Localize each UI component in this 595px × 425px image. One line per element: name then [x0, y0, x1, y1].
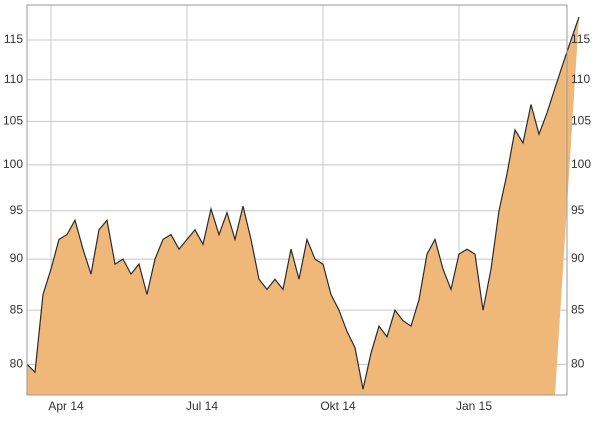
- y-tick-label: 90: [10, 251, 24, 265]
- price-line: [26, 16, 580, 390]
- x-tick-label: Apr 14: [48, 399, 84, 413]
- y-tick-label-right: 85: [571, 302, 585, 316]
- y-tick-label: 95: [10, 203, 24, 217]
- x-tick-label: Jul 14: [186, 399, 218, 413]
- y-tick-label: 80: [10, 356, 24, 370]
- plot-border: [26, 4, 568, 396]
- y-tick-label-right: 115: [571, 32, 590, 46]
- y-tick-label: 85: [10, 302, 24, 316]
- y-tick-label: 115: [4, 32, 23, 46]
- y-tick-label: 100: [3, 157, 23, 171]
- y-tick-label: 105: [3, 114, 23, 128]
- y-tick-label-right: 105: [571, 114, 591, 128]
- area-fill: [27, 17, 579, 395]
- x-tick-label: Okt 14: [320, 399, 356, 413]
- y-tick-label-right: 90: [571, 251, 585, 265]
- y-tick-label-right: 95: [571, 203, 585, 217]
- y-tick-label-right: 80: [571, 356, 585, 370]
- x-tick-label: Jan 15: [456, 399, 492, 413]
- y-tick-label: 110: [4, 72, 23, 86]
- y-tick-label-right: 110: [571, 72, 590, 86]
- mark-layer: [26, 16, 580, 395]
- y-tick-label-right: 100: [571, 157, 591, 171]
